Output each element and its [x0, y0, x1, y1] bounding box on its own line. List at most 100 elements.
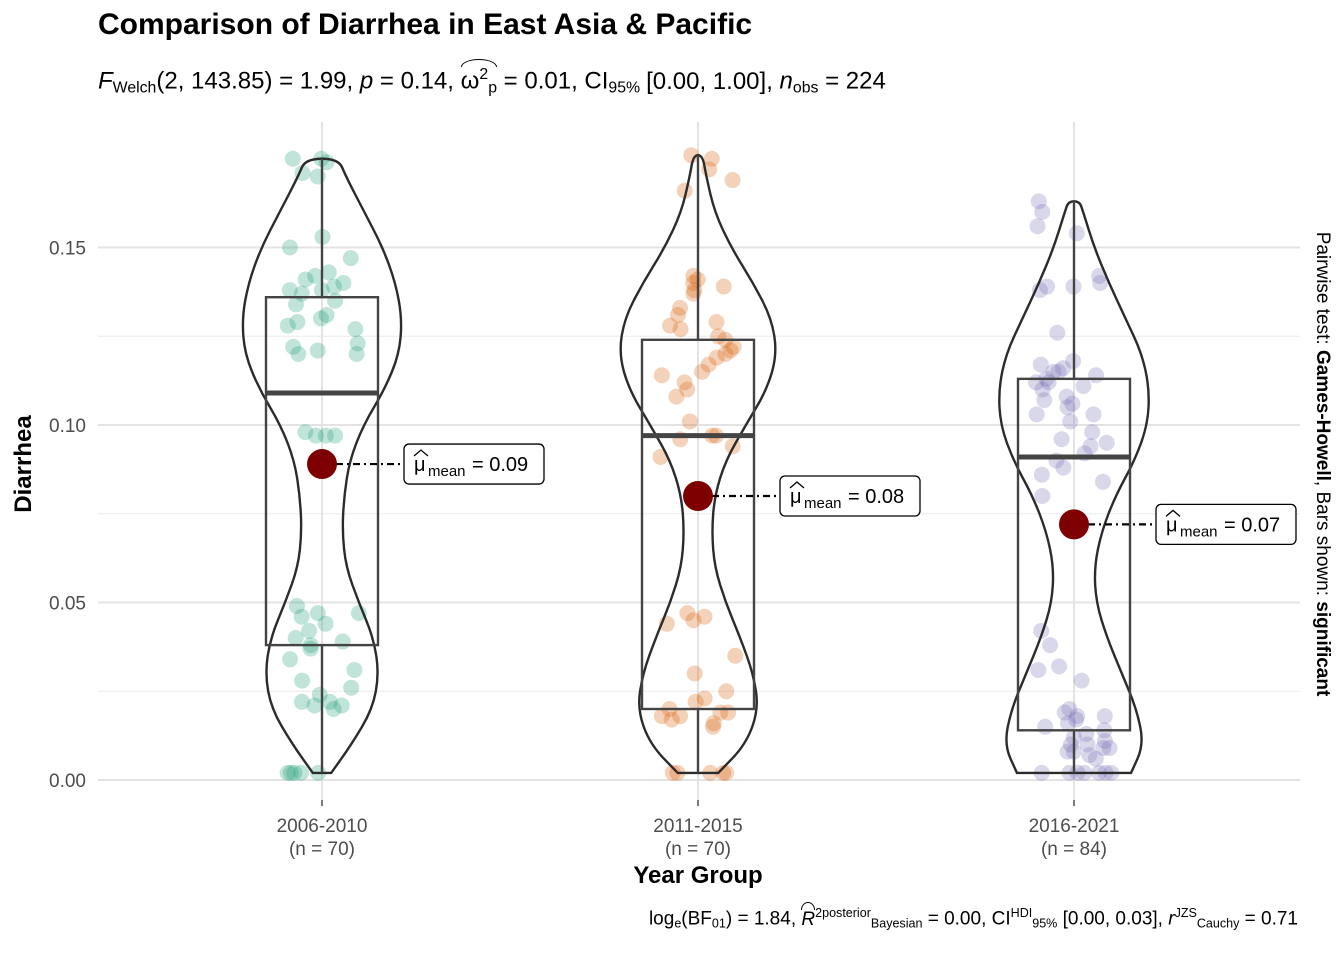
- r2-hat: R: [801, 901, 815, 931]
- n-symbol: n: [779, 67, 793, 95]
- data-point: [653, 708, 670, 725]
- data-point: [343, 679, 360, 696]
- data-point: [1042, 637, 1059, 654]
- mean-marker: [683, 481, 713, 511]
- stat-symbol: F: [98, 67, 113, 95]
- data-point: [302, 640, 319, 657]
- data-point: [1060, 715, 1077, 732]
- data-point: [325, 701, 342, 717]
- data-point: [685, 612, 702, 629]
- mean-label-value: = 0.07: [1224, 514, 1280, 536]
- n-text: = 224: [818, 67, 886, 95]
- box: [1016, 377, 1132, 732]
- data-point: [1059, 399, 1076, 416]
- data-point: [1037, 718, 1054, 735]
- mean-label-mu: μ: [1166, 514, 1178, 536]
- data-point: [281, 239, 298, 256]
- ci-subscript: 95%: [608, 79, 641, 97]
- data-point: [335, 275, 352, 291]
- data-point: [1039, 278, 1056, 295]
- x-tick-label: 2006-2010: [277, 816, 368, 837]
- data-point: [297, 271, 314, 288]
- x-tick-label: 2016-2021: [1029, 816, 1120, 837]
- data-point: [317, 615, 334, 632]
- data-point: [672, 299, 689, 316]
- data-point: [1088, 367, 1105, 384]
- data-point: [1101, 740, 1118, 757]
- data-point: [309, 605, 326, 622]
- violin-outline: [998, 200, 1150, 775]
- data-point: [705, 715, 722, 732]
- ci-text: [0.00, 1.00],: [646, 67, 780, 95]
- data-point: [1045, 363, 1062, 380]
- mean-label-box: [403, 443, 545, 485]
- y-tick-label: 0.00: [49, 771, 86, 792]
- mean-label-mu: μ: [414, 454, 426, 476]
- data-point: [318, 306, 335, 323]
- data-point: [1034, 204, 1051, 220]
- data-point: [1049, 324, 1066, 341]
- data-point: [297, 424, 314, 441]
- mean-label-subscript: mean: [804, 495, 842, 512]
- log-subscript: e: [674, 916, 682, 931]
- data-point: [715, 278, 732, 295]
- data-point: [1050, 363, 1067, 380]
- data-point: [708, 349, 725, 366]
- data-point: [1085, 406, 1102, 423]
- stat-args: (2, 143.85) = 1.99,: [156, 67, 360, 95]
- mean-label-value: = 0.09: [472, 454, 528, 476]
- log-text: log: [648, 908, 675, 930]
- x-axis-label: Year Group: [633, 862, 763, 889]
- rc-subscript: Cauchy: [1196, 916, 1240, 931]
- mean-label-mu: μ: [790, 486, 802, 508]
- data-point: [293, 608, 310, 625]
- chart-subtitle: FWelch(2, 143.85) = 1.99, p = 0.14, ω2p …: [98, 58, 886, 97]
- pairwise-caption: Pairwise test: Games-Howell, Bars shown:…: [1311, 232, 1333, 697]
- data-point: [676, 374, 693, 391]
- data-point: [1098, 434, 1115, 451]
- data-point: [1034, 381, 1051, 398]
- data-point: [285, 338, 302, 355]
- group-2011-2015: μ mean = 0.08 2011-2015(n = 70): [619, 147, 921, 860]
- data-point: [727, 647, 744, 664]
- data-point: [1096, 708, 1113, 725]
- effect-text: = 0.01, CI: [497, 67, 609, 95]
- data-point: [294, 672, 311, 689]
- data-point: [1073, 672, 1090, 689]
- data-point: [672, 708, 689, 725]
- data-point: [718, 683, 735, 700]
- data-point: [1032, 356, 1049, 373]
- data-point: [1031, 282, 1048, 299]
- mean-label-value: = 0.08: [848, 486, 904, 508]
- data-point: [290, 346, 307, 362]
- data-point: [301, 622, 318, 639]
- data-point: [1058, 388, 1075, 405]
- data-point: [293, 764, 310, 781]
- data-point: [320, 264, 337, 281]
- data-point: [725, 338, 742, 355]
- pairwise-prefix: Pairwise test:: [1312, 231, 1333, 350]
- mean-label-subscript: mean: [428, 463, 466, 480]
- data-point: [1081, 747, 1098, 764]
- data-point: [327, 292, 344, 309]
- data-point: [1069, 708, 1086, 725]
- x-tick-count: (n = 70): [289, 839, 355, 860]
- n-subscript: obs: [792, 79, 819, 97]
- mean-label-box: [1155, 503, 1297, 546]
- data-point: [1084, 424, 1101, 441]
- y-tick-label: 0.15: [49, 239, 86, 260]
- mean-label-hat: [789, 481, 805, 489]
- chart-title: Comparison of Diarrhea in East Asia & Pa…: [98, 8, 753, 41]
- data-point: [281, 282, 298, 299]
- effect-superscript: 2: [479, 66, 489, 83]
- data-point: [317, 427, 334, 444]
- data-point: [1095, 740, 1112, 757]
- ci-subscript-bayes: 95%: [1032, 916, 1058, 931]
- bf-text: (BF: [681, 908, 712, 930]
- data-point: [653, 367, 670, 384]
- data-point: [681, 413, 698, 430]
- data-point: [282, 764, 299, 781]
- data-point: [700, 356, 717, 373]
- data-point: [1094, 473, 1111, 490]
